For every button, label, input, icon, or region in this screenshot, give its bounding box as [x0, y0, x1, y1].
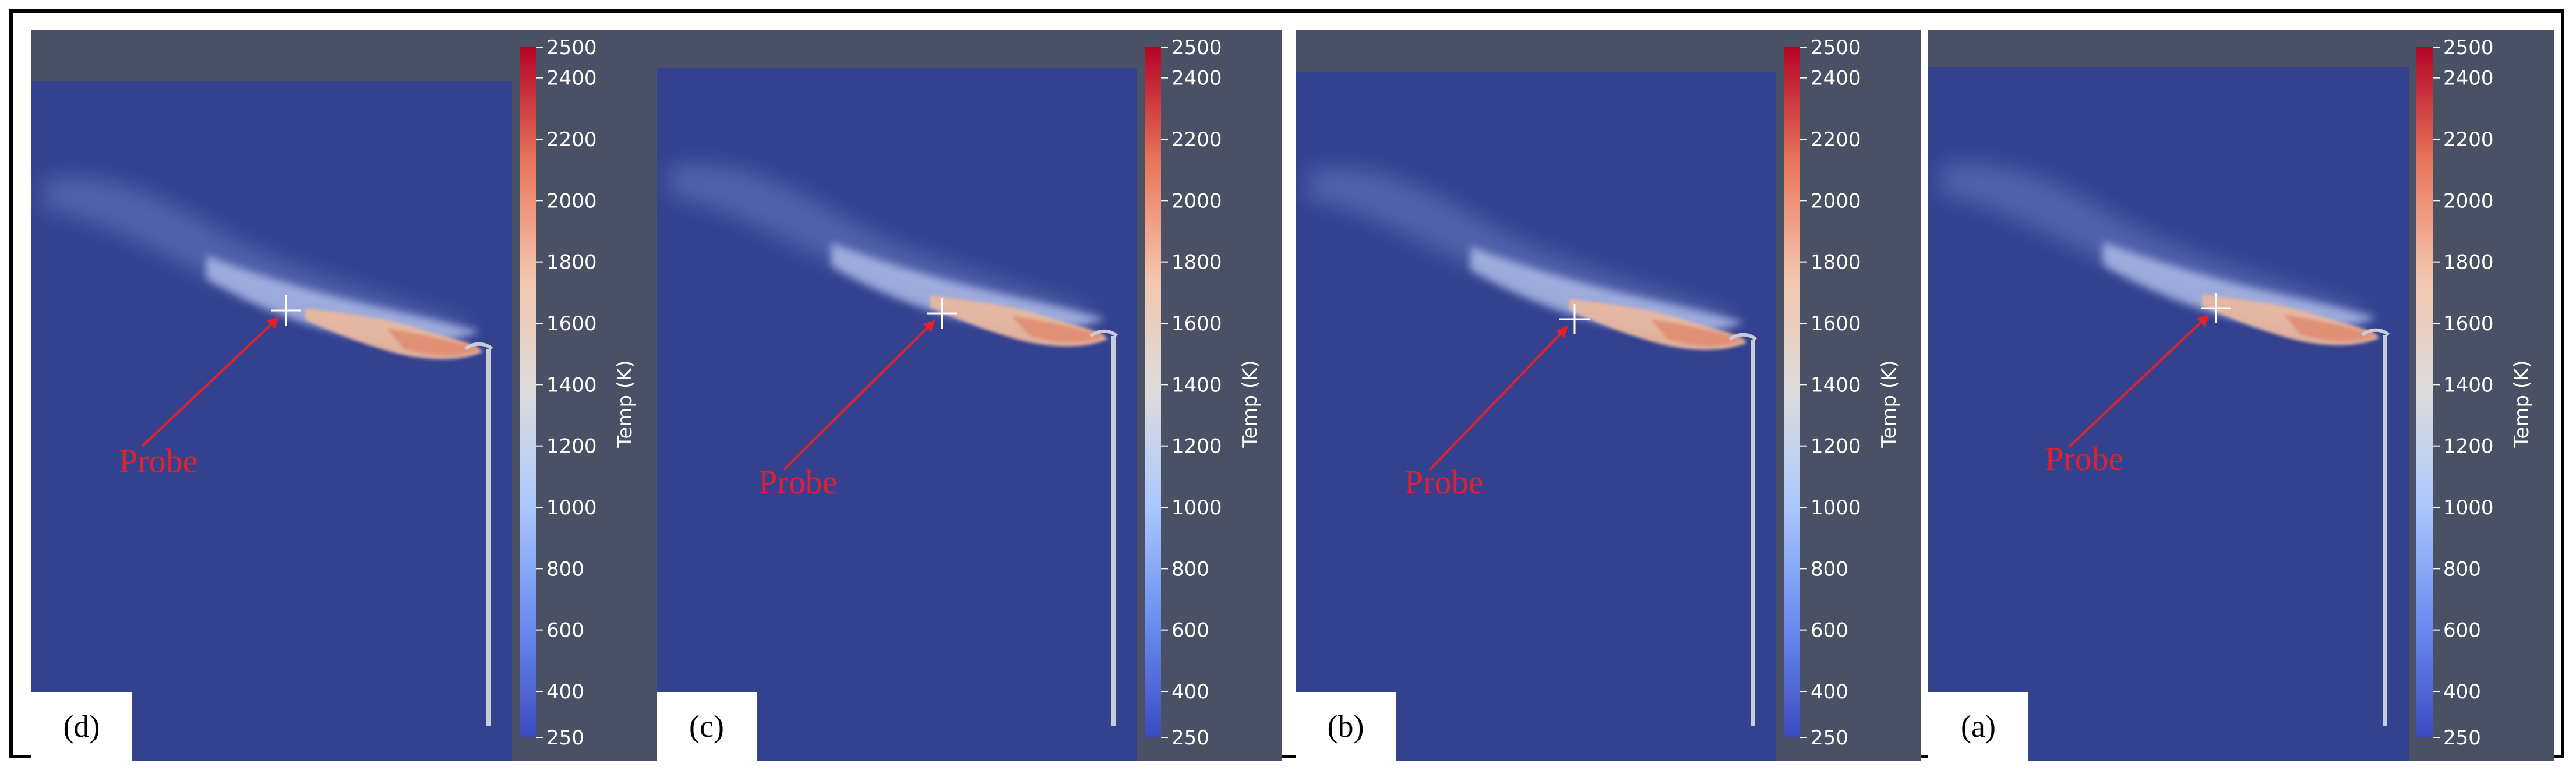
colorbar-tick-label: 2400	[1171, 67, 1222, 90]
colorbar-title: Temp (K)	[1878, 360, 1901, 448]
colorbar-tick-label: 400	[2443, 680, 2481, 704]
colorbar-tick-label: 2200	[2443, 128, 2494, 151]
colorbar-tick-label: 600	[1811, 619, 1848, 642]
colorbar-tick-label: 1600	[546, 312, 597, 335]
flame-plume	[668, 163, 1108, 347]
stack-tube	[464, 342, 493, 726]
panel-label: (a)	[1928, 692, 2028, 761]
probe-arrow	[141, 316, 280, 447]
panel-b: 2500 2400 2200 2000 1800 1600 1400 1200 1000 800 6…	[1296, 30, 1921, 761]
colorbar-tick-label: 600	[1171, 619, 1209, 642]
temperature-contour: 2500 2400 2200 2000 1800 1600 1400 1200 1000 800 6…	[1296, 36, 1901, 761]
colorbar-tick-label: 1000	[2443, 496, 2494, 520]
colorbar-tick-label: 800	[1811, 557, 1848, 581]
colorbar-tick-label: 250	[2443, 726, 2481, 750]
colorbar-tick-label: 1800	[1811, 251, 1861, 274]
colorbar-tick-label: 1600	[1171, 312, 1222, 335]
colorbar-tick-label: 1600	[1811, 312, 1861, 335]
panel-label: (c)	[657, 692, 757, 761]
colorbar-tick-label: 1000	[1811, 496, 1861, 520]
colorbar-tick-label: 1000	[546, 496, 597, 520]
colorbar-tick-label: 2400	[1811, 67, 1861, 90]
stack-tube	[1089, 329, 1118, 726]
colorbar-tick-label: 1400	[2443, 373, 2494, 397]
figure-frame: 2500 2400 2200 2000 1800 1600 1400 1200 1000 800 6…	[9, 9, 2564, 761]
colorbar-tick-label: 2200	[1811, 128, 1861, 151]
colorbar-tick-label: 250	[546, 726, 584, 750]
colorbar-tick-label: 1800	[546, 251, 597, 274]
probe-marker	[271, 295, 301, 326]
colorbar-tick-label: 1200	[546, 435, 597, 458]
stack-tube	[2361, 328, 2390, 726]
colorbar-tick-label: 1200	[2443, 435, 2494, 458]
flame-plume	[1940, 162, 2380, 345]
colorbar-title: Temp (K)	[613, 360, 637, 448]
colorbar-tick-label: 1200	[1811, 435, 1861, 458]
colorbar-tick-label: 2200	[546, 128, 597, 151]
colorbar-tick-label: 800	[546, 557, 584, 581]
panel-c: 2500 2400 2200 2000 1800 1600 1400 1200 1000 800 6…	[657, 30, 1282, 761]
colorbar	[1784, 47, 1800, 737]
probe-label: Probe	[2045, 440, 2123, 478]
colorbar	[1145, 47, 1161, 737]
colorbar-tick-label: 400	[1811, 680, 1848, 704]
colorbar-tick-label: 1600	[2443, 312, 2494, 335]
colorbar-tick-label: 2000	[2443, 189, 2494, 213]
probe-label: Probe	[1405, 463, 1483, 501]
probe-arrow	[782, 320, 936, 471]
colorbar-tick-label: 250	[1811, 726, 1848, 750]
colorbar-tick-label: 600	[2443, 619, 2481, 642]
colorbar-tick-label: 1400	[546, 373, 597, 397]
colorbar	[2416, 47, 2433, 737]
colorbar-tick-label: 2000	[1171, 189, 1222, 213]
colorbar-tick-label: 1800	[1171, 251, 1222, 274]
colorbar-tick-label: 1400	[1811, 373, 1861, 397]
colorbar-tick-label: 800	[2443, 557, 2481, 581]
colorbar-title: Temp (K)	[1238, 360, 1262, 448]
colorbar-tick-label: 2000	[1811, 189, 1861, 213]
colorbar-tick-label: 600	[546, 619, 584, 642]
colorbar-tick-label: 2500	[1171, 36, 1222, 59]
colorbar-tick-label: 2500	[2443, 36, 2494, 59]
colorbar-tick-label: 2500	[1811, 36, 1861, 59]
panel-a: 2500 2400 2200 2000 1800 1600 1400 1200 1000 800 6…	[1928, 30, 2554, 761]
colorbar-tick-label: 1800	[2443, 251, 2494, 274]
colorbar-tick-label: 1400	[1171, 373, 1222, 397]
colorbar-tick-label: 2200	[1171, 128, 1222, 151]
colorbar-tick-label: 1200	[1171, 435, 1222, 458]
probe-arrow	[2068, 314, 2210, 448]
flame-plume	[43, 176, 483, 359]
probe-marker	[1559, 304, 1590, 334]
colorbar-tick-label: 250	[1171, 726, 1209, 750]
stack-tube	[1728, 333, 1758, 726]
temperature-contour: 2500 2400 2200 2000 1800 1600 1400 1200 1000 800 6…	[31, 36, 637, 761]
temperature-contour: 2500 2400 2200 2000 1800 1600 1400 1200 1000 800 6…	[657, 36, 1262, 761]
colorbar-title: Temp (K)	[2510, 360, 2533, 448]
panel-label: (d)	[31, 692, 132, 761]
colorbar-tick-label: 2500	[546, 36, 597, 59]
probe-marker	[2201, 293, 2231, 323]
colorbar-tick-label: 400	[546, 680, 584, 704]
colorbar-tick-label: 2000	[546, 189, 597, 213]
probe-label: Probe	[119, 442, 197, 480]
probe-arrow	[1428, 326, 1568, 471]
colorbar-tick-label: 1000	[1171, 496, 1222, 520]
temperature-contour: 2500 2400 2200 2000 1800 1600 1400 1200 1000 800 6…	[1928, 36, 2533, 761]
colorbar-tick-label: 400	[1171, 680, 1209, 704]
flame-plume	[1307, 167, 1747, 350]
colorbar	[520, 47, 536, 737]
probe-label: Probe	[758, 463, 837, 501]
panel-label: (b)	[1296, 692, 1396, 761]
colorbar-tick-label: 800	[1171, 557, 1209, 581]
colorbar-tick-label: 2400	[546, 67, 597, 90]
panel-d: 2500 2400 2200 2000 1800 1600 1400 1200 1000 800 6…	[31, 30, 657, 761]
colorbar-tick-label: 2400	[2443, 67, 2494, 90]
probe-marker	[927, 298, 957, 329]
